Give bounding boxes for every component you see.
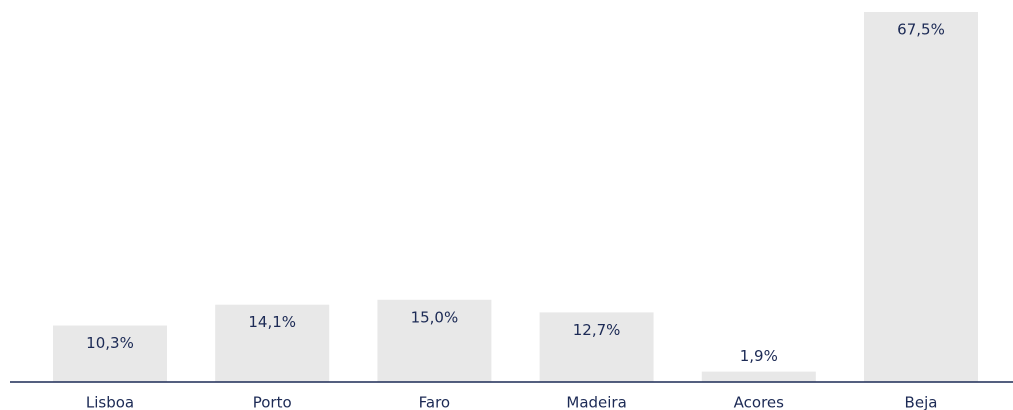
x-tick-label: Madeira xyxy=(566,394,626,410)
bar xyxy=(701,371,816,382)
x-tick-label: Faro xyxy=(419,394,450,410)
value-label: 12,7% xyxy=(573,321,621,339)
bar xyxy=(215,304,330,382)
value-label: 10,3% xyxy=(86,334,134,352)
x-tick-label: Lisboa xyxy=(86,394,134,410)
bar xyxy=(377,299,492,382)
x-tick-label: Acores xyxy=(734,394,784,410)
value-label: 14,1% xyxy=(248,313,296,331)
value-label: 15,0% xyxy=(411,308,459,326)
value-label: 67,5% xyxy=(897,21,945,39)
x-tick-label: Porto xyxy=(253,394,292,410)
bar xyxy=(539,312,654,382)
x-tick-label: Beja xyxy=(905,394,938,410)
bar xyxy=(53,325,167,382)
value-label: 1,9% xyxy=(740,347,778,365)
bar xyxy=(864,12,978,382)
